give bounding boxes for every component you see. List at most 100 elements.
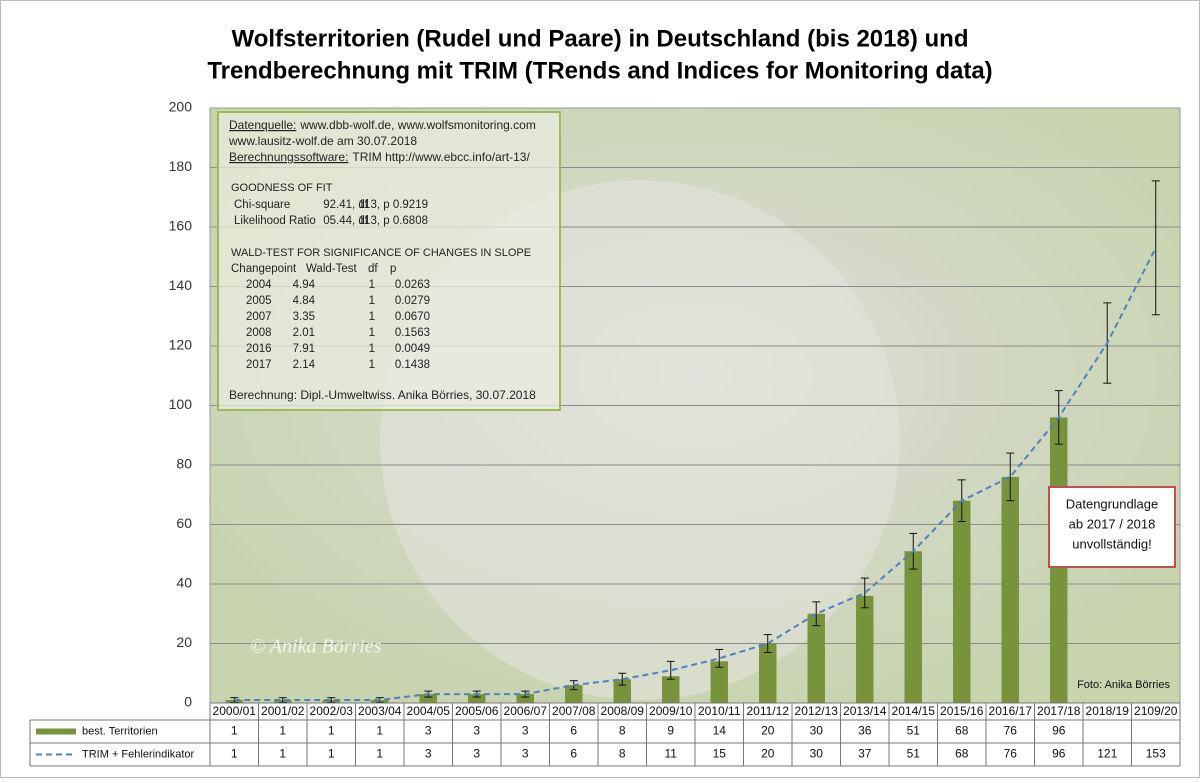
wald-cell: 0.0049 <box>395 343 430 355</box>
chart-title: Trendberechnung mit TRIM (TRends and Ind… <box>207 57 992 84</box>
wald-cell: 2017 <box>246 359 272 371</box>
table-value: 3 <box>522 724 529 738</box>
bar <box>710 661 728 703</box>
table-value: 14 <box>713 724 727 738</box>
bar <box>953 500 971 703</box>
legend-swatch <box>36 728 76 735</box>
table-value: 8 <box>619 724 626 738</box>
wald-header: Wald-Test <box>306 263 357 275</box>
table-value: 3 <box>425 724 432 738</box>
table-value: 20 <box>761 724 775 738</box>
bar <box>856 595 874 703</box>
wald-cell: 1 <box>369 359 375 371</box>
chart-title: Wolfsterritorien (Rudel und Paare) in De… <box>232 25 969 52</box>
gof-cell: 05.44, df <box>323 215 369 227</box>
x-tick-label: 2013/14 <box>843 704 887 718</box>
table-value: 1 <box>279 724 286 738</box>
table-value: 11 <box>665 747 678 761</box>
table-value: 3 <box>473 724 480 738</box>
table-value: 20 <box>761 747 775 761</box>
gof-cell: 113, p 0.6808 <box>359 215 429 227</box>
table-value: 96 <box>1052 724 1066 738</box>
y-tick-label: 20 <box>176 634 192 650</box>
table-value: 96 <box>1052 747 1066 761</box>
table-value: 68 <box>955 747 969 761</box>
wald-cell: 0.0670 <box>395 311 430 323</box>
bar <box>1001 476 1019 703</box>
wald-cell: 0.0263 <box>395 279 430 291</box>
x-tick-label: 2016/17 <box>989 704 1033 718</box>
info-source: www.lausitz-wolf.de am 30.07.2018 <box>228 134 417 148</box>
table-value: 15 <box>713 747 727 761</box>
table-value: 3 <box>473 747 480 761</box>
x-tick-label: 2012/13 <box>795 704 839 718</box>
table-value: 153 <box>1146 747 1166 761</box>
y-tick-label: 180 <box>169 158 193 174</box>
table-value: 76 <box>1004 747 1018 761</box>
table-value: 51 <box>907 747 921 761</box>
bar <box>419 694 437 703</box>
x-tick-label: 2001/02 <box>261 704 305 718</box>
x-tick-label: 2003/04 <box>358 704 402 718</box>
wald-header: Changepoint <box>231 263 297 275</box>
x-tick-label: 2010/11 <box>698 704 741 718</box>
info-text: www.lausitz-wolf.de am 30.07.2018 <box>228 134 417 148</box>
photo-credit: Foto: Anika Börries <box>1077 679 1170 691</box>
wald-cell: 4.84 <box>293 295 316 307</box>
x-tick-label: 2018/19 <box>1086 704 1130 718</box>
table-value: 37 <box>858 747 872 761</box>
bar <box>613 679 631 703</box>
wald-cell: 0.0279 <box>395 295 430 307</box>
wald-cell: 2016 <box>246 343 272 355</box>
bar <box>904 551 922 703</box>
table-value: 68 <box>955 724 969 738</box>
wald-header: df <box>368 263 378 275</box>
note-text: Datengrundlage <box>1066 496 1159 511</box>
info-box-frame <box>217 111 561 411</box>
info-text: www.dbb-wolf.de, www.wolfsmonitoring.com <box>299 118 535 132</box>
bar <box>516 694 534 703</box>
table-value: 1 <box>376 724 383 738</box>
y-tick-label: 140 <box>169 277 193 293</box>
info-source: Datenquelle: www.dbb-wolf.de, www.wolfsmo… <box>229 118 536 132</box>
x-tick-label: 2005/06 <box>455 704 499 718</box>
table-value: 51 <box>907 724 921 738</box>
y-tick-label: 160 <box>169 218 193 234</box>
table-value: 1 <box>231 724 238 738</box>
wald-cell: 3.35 <box>293 311 315 323</box>
wald-cell: 2004 <box>246 279 272 291</box>
gof-cell: 113, p 0.9219 <box>359 199 429 211</box>
x-tick-label: 2008/09 <box>601 704 645 718</box>
y-tick-label: 0 <box>184 694 192 710</box>
wald-cell: 7.91 <box>293 343 315 355</box>
x-tick-label: 2000/01 <box>213 704 257 718</box>
bar <box>807 613 825 703</box>
bar <box>468 694 486 703</box>
x-tick-label: 2007/08 <box>552 704 596 718</box>
note-text: ab 2017 / 2018 <box>1069 516 1156 531</box>
wald-cell: 1 <box>369 327 375 339</box>
gof-cell: 92.41, df <box>323 199 369 211</box>
table-value: 6 <box>570 747 577 761</box>
x-tick-label: 2006/07 <box>504 704 548 718</box>
bar <box>759 643 777 703</box>
table-value: 1 <box>279 747 286 761</box>
x-tick-label: 2004/05 <box>407 704 451 718</box>
table-value: 36 <box>858 724 872 738</box>
gof-cell: Likelihood Ratio <box>234 215 316 227</box>
table-value: 121 <box>1097 747 1117 761</box>
y-tick-label: 100 <box>169 396 193 412</box>
trend-line <box>234 247 1157 702</box>
info-label: Datenquelle: <box>229 118 296 132</box>
table-value: 3 <box>522 747 529 761</box>
x-tick-label: 2014/15 <box>892 704 936 718</box>
table-value: 30 <box>810 724 824 738</box>
x-tick-label: 2109/20 <box>1134 704 1178 718</box>
wald-title: WALD-TEST FOR SIGNIFICANCE OF CHANGES IN… <box>231 247 531 259</box>
info-label: Berechnungssoftware: <box>229 150 348 164</box>
legend-label: TRIM + Fehlerindikator <box>82 748 195 760</box>
table-value: 1 <box>376 747 383 761</box>
bar <box>662 676 680 703</box>
wald-cell: 0.1563 <box>395 327 430 339</box>
